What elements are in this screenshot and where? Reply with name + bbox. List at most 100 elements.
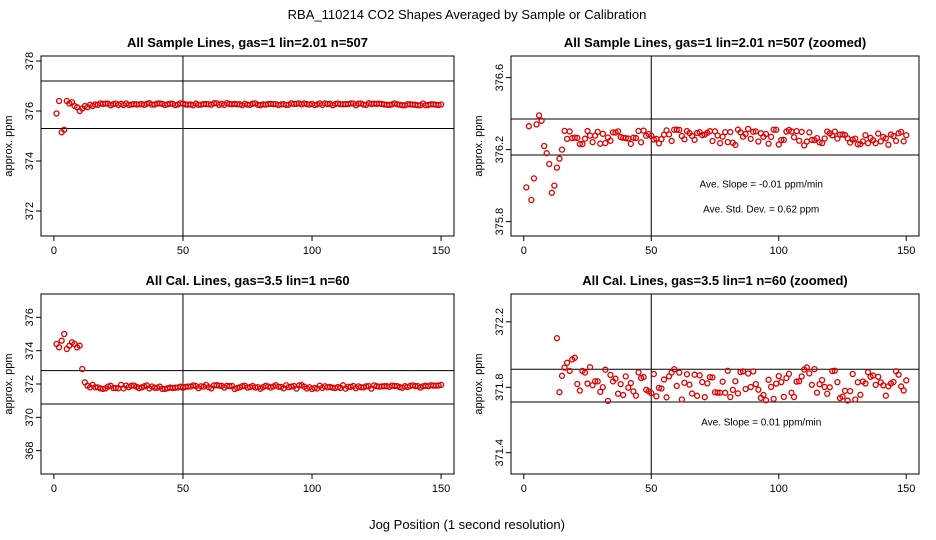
y-tick-label: 372 <box>24 202 36 220</box>
data-point <box>750 368 757 375</box>
data-point <box>722 389 729 396</box>
x-tick-label: 100 <box>303 483 321 495</box>
data-point <box>663 394 670 401</box>
data-point <box>701 394 708 401</box>
data-point <box>553 164 561 171</box>
data-point <box>558 146 566 153</box>
y-tick-label: 372.2 <box>494 308 506 336</box>
x-tick-label: 50 <box>645 483 657 495</box>
data-point <box>648 389 655 397</box>
data-point <box>576 140 583 148</box>
data-point <box>732 378 739 385</box>
y-axis-label: approx. ppm <box>473 115 485 176</box>
data-point <box>607 137 614 144</box>
panel-1: All Sample Lines, gas=1 lin=2.01 n=507 0 5… <box>3 35 455 257</box>
data-point <box>796 378 803 385</box>
data-point <box>566 367 573 375</box>
data-point <box>635 369 642 376</box>
data-point <box>594 128 601 136</box>
data-point <box>673 382 680 390</box>
data-point <box>614 128 622 135</box>
data-point <box>637 139 645 146</box>
data-point <box>691 371 698 378</box>
data-point <box>857 391 864 398</box>
data-point <box>752 128 759 135</box>
data-point <box>890 132 897 140</box>
data-point <box>660 376 668 383</box>
data-point <box>803 364 810 371</box>
data-point <box>691 136 698 143</box>
data-point <box>523 184 530 191</box>
data-point <box>602 140 609 147</box>
data-point <box>640 373 647 381</box>
data-point <box>719 378 726 385</box>
x-tick-label: 100 <box>770 245 788 257</box>
data-point <box>844 397 851 404</box>
data-point <box>773 126 780 133</box>
data-point <box>586 364 594 371</box>
data-point <box>671 366 678 373</box>
data-point <box>581 369 589 376</box>
y-tick-label: 371.4 <box>494 439 506 467</box>
data-point <box>437 101 445 108</box>
data-point <box>875 130 882 137</box>
x-tick-label: 0 <box>51 245 57 257</box>
data-point <box>551 182 558 189</box>
data-point <box>780 136 787 143</box>
data-point <box>727 393 734 401</box>
data-point <box>561 364 568 371</box>
data-point <box>714 132 721 139</box>
x-tick-label: 50 <box>645 245 657 257</box>
data-point <box>826 384 833 391</box>
data-point <box>76 342 83 349</box>
data-point <box>435 382 442 389</box>
data-point <box>831 367 838 374</box>
data-point <box>813 389 821 396</box>
data-point <box>839 131 846 138</box>
y-tick-label: 376 <box>24 102 36 120</box>
data-points <box>53 97 445 136</box>
data-point <box>775 372 782 380</box>
data-point <box>859 138 867 145</box>
data-point <box>592 378 599 385</box>
data-point <box>890 378 897 386</box>
data-point <box>597 388 604 396</box>
data-point <box>742 130 749 138</box>
data-point <box>566 128 573 135</box>
x-tick-label: 0 <box>51 483 57 495</box>
data-point <box>226 382 233 390</box>
data-point <box>796 137 803 144</box>
data-point <box>900 387 907 394</box>
data-point <box>762 130 770 138</box>
data-point <box>640 127 647 134</box>
data-point <box>760 391 767 399</box>
data-point <box>594 378 601 385</box>
data-point <box>895 371 902 378</box>
data-point <box>900 138 907 145</box>
y-tick-label: 374 <box>24 152 36 170</box>
data-point <box>538 117 545 124</box>
data-point <box>785 370 793 378</box>
data-point <box>821 135 828 142</box>
figure-x-label: Jog Position (1 second resolution) <box>369 517 565 532</box>
data-point <box>724 367 731 374</box>
data-point <box>571 354 578 361</box>
data-point <box>556 389 563 396</box>
data-point <box>745 370 752 377</box>
data-point <box>53 110 60 117</box>
data-point <box>862 131 869 139</box>
data-point <box>818 140 826 147</box>
data-point <box>706 373 714 381</box>
panel-annotation: Ave. Slope = 0.01 ppm/min <box>701 417 821 428</box>
data-point <box>727 128 734 136</box>
data-point <box>903 132 910 139</box>
data-point <box>665 131 673 138</box>
y-tick-label: 376 <box>24 308 36 326</box>
data-point <box>579 140 586 148</box>
data-point <box>533 121 540 128</box>
data-point <box>535 112 543 119</box>
y-tick-label: 376.6 <box>494 64 506 92</box>
data-point <box>806 129 813 136</box>
data-point <box>709 137 716 145</box>
panel-title: All Cal. Lines, gas=3.5 lin=1 n=60 <box>145 273 349 288</box>
